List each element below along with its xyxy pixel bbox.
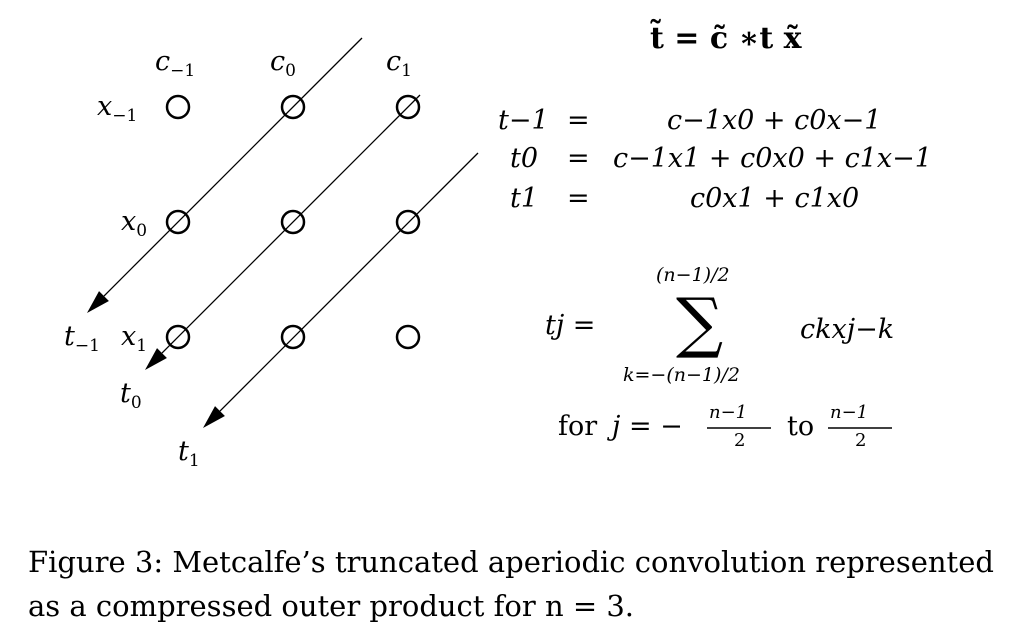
output-label-t-minus1: t−1 — [64, 321, 100, 356]
column-label-c1: c1 — [386, 46, 412, 81]
grid-circles — [165, 94, 421, 350]
sum-term: ckxj−k — [800, 314, 895, 345]
output-label-t1: t1 — [178, 436, 200, 471]
diagonal-arrow-line — [219, 152, 479, 412]
equation-lhs-t1: t1 — [510, 183, 539, 214]
sum-lower-limit: k=−(n−1)/2 — [623, 364, 740, 386]
diagonal-arrows — [87, 37, 479, 428]
row-label-x1: x1 — [121, 321, 148, 356]
column-label-c-minus1: c−1 — [155, 46, 196, 81]
equation-lhs-t0: t0 — [510, 143, 539, 174]
sum-symbol: ∑ — [676, 284, 724, 361]
range-lower-numerator: n−1 — [709, 402, 748, 423]
grid-circle — [165, 209, 191, 235]
range-upper-denominator: 2 — [855, 430, 867, 451]
grid-circle — [395, 209, 421, 235]
convolution-equation: t̃ = c̃ ∗t x̃ — [650, 21, 802, 56]
range-to: to — [787, 411, 815, 442]
range-lower-denominator: 2 — [734, 430, 746, 451]
arrowhead — [145, 348, 167, 370]
sum-upper-limit: (n−1)/2 — [656, 264, 730, 286]
equation-equals-1: = — [567, 105, 590, 136]
figure-caption: Figure 3: Metcalfe’s truncated aperiodic… — [28, 545, 994, 623]
range-for: for — [558, 411, 598, 442]
grid-circle — [395, 324, 421, 350]
grid-circle — [395, 94, 421, 120]
grid-circle — [165, 324, 191, 350]
diagonal-arrow-line — [161, 94, 421, 354]
equation-rhs-t1: c0x1 + c1x0 — [690, 183, 860, 214]
arrowhead — [203, 406, 225, 428]
arrowhead — [87, 291, 109, 313]
equation-rhs-t-minus1: c−1x0 + c0x−1 — [667, 105, 882, 136]
sum-lhs: tj = — [545, 310, 596, 341]
equation-equals-3: = — [567, 183, 590, 214]
equation-rhs-t0: c−1x1 + c0x0 + c1x−1 — [613, 143, 932, 174]
row-label-x-minus1: x−1 — [97, 91, 138, 126]
grid-circle — [165, 94, 191, 120]
grid-circle — [280, 324, 306, 350]
grid-circle — [280, 209, 306, 235]
equation-lhs-t-minus1: t−1 — [498, 105, 549, 136]
output-label-t0: t0 — [120, 378, 142, 413]
range-j: j = − — [612, 411, 683, 442]
diagonal-arrow-line — [103, 37, 363, 297]
row-label-x0: x0 — [121, 206, 148, 241]
equation-equals-2: = — [567, 143, 590, 174]
grid-circle — [280, 94, 306, 120]
range-upper-numerator: n−1 — [830, 402, 869, 423]
column-label-c0: c0 — [270, 46, 296, 81]
